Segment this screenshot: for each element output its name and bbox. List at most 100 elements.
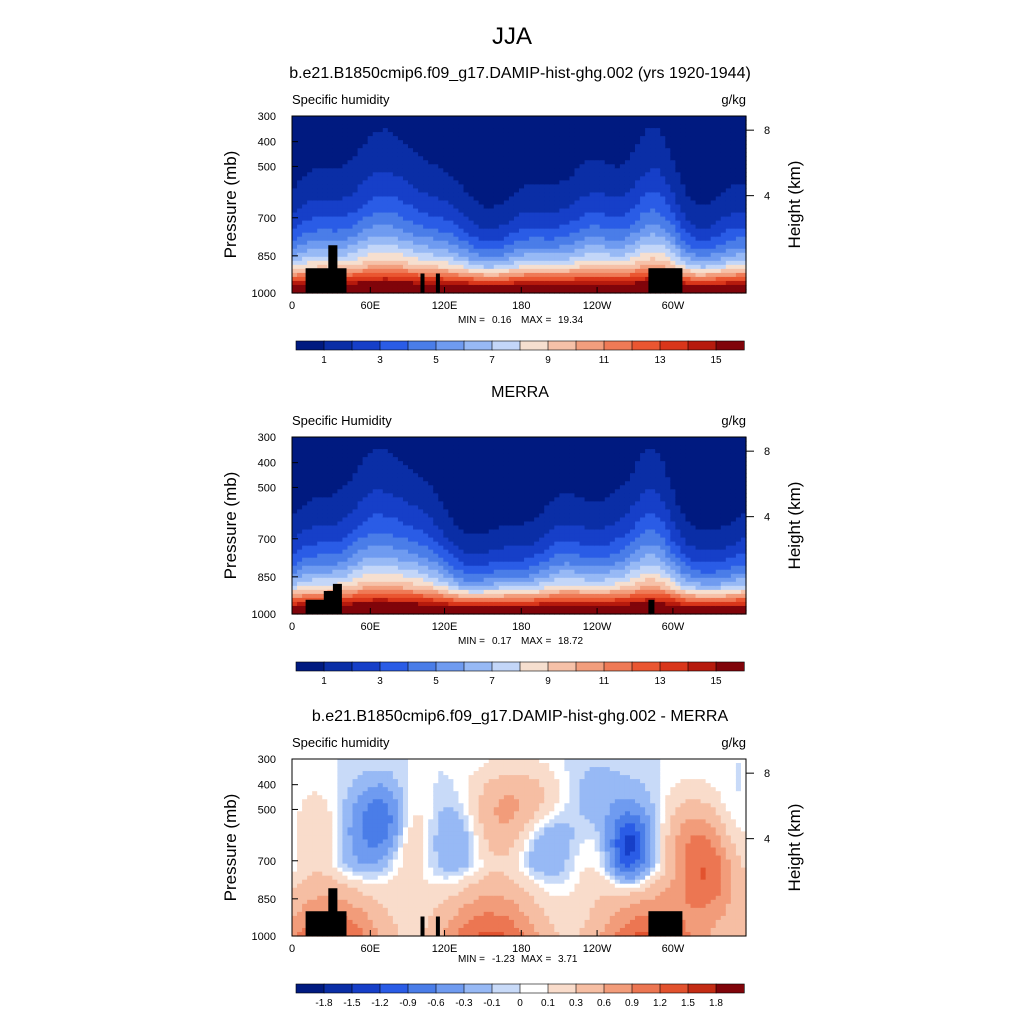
field-cell (357, 204, 364, 210)
field-cell (322, 120, 328, 125)
field-cell (599, 212, 606, 218)
field-cell (670, 260, 676, 266)
field-cell (327, 148, 333, 153)
field-cell (614, 260, 621, 266)
field-cell (438, 212, 444, 218)
field-cell (549, 172, 555, 177)
field-cell (529, 220, 535, 226)
field-cell (352, 553, 359, 559)
field-cell (544, 232, 550, 238)
field-cell (347, 489, 354, 494)
field-cell (473, 220, 480, 226)
field-cell (599, 132, 606, 137)
field-cell (735, 156, 742, 161)
field-cell (519, 220, 525, 226)
field-cell (534, 192, 540, 198)
field-cell (554, 240, 560, 246)
field-cell (312, 252, 318, 258)
field-cell (312, 228, 318, 234)
field-cell (624, 200, 631, 206)
field-cell (463, 280, 470, 286)
field-cell (458, 256, 465, 262)
field-cell (347, 136, 354, 141)
field-cell (635, 240, 641, 246)
field-cell (392, 553, 399, 559)
field-cell (327, 461, 333, 466)
field-cell (629, 116, 636, 121)
field-cell (312, 509, 318, 515)
field-cell (302, 284, 308, 290)
field-cell (468, 220, 475, 226)
field-cell (428, 204, 434, 210)
field-cell (498, 228, 505, 234)
field-cell (655, 248, 661, 254)
field-cell (377, 509, 384, 515)
field-cell (660, 156, 666, 161)
field-cell (342, 593, 349, 599)
field-cell (614, 164, 621, 169)
field-cell (725, 260, 732, 266)
field-cell (665, 188, 671, 194)
field-cell (307, 188, 313, 194)
field-cell (357, 609, 364, 615)
field-cell (554, 276, 560, 282)
field-cell (539, 216, 545, 222)
field-cell (685, 212, 692, 218)
field-cell (740, 132, 747, 137)
field-cell (594, 120, 601, 125)
field-cell (428, 232, 434, 238)
field-cell (529, 144, 535, 149)
field-cell (342, 497, 349, 502)
field-cell (292, 176, 298, 181)
field-cell (297, 184, 303, 190)
field-cell (609, 172, 616, 177)
field-cell (700, 180, 707, 185)
field-cell (483, 284, 490, 290)
field-cell (317, 533, 323, 539)
field-cell (594, 216, 601, 222)
field-cell (609, 196, 616, 202)
field-cell (357, 469, 364, 474)
field-cell (387, 597, 394, 603)
field-cell (402, 244, 409, 250)
field-cell (337, 469, 344, 474)
field-cell (423, 216, 429, 222)
field-cell (352, 256, 359, 262)
field-cell (448, 132, 455, 137)
field-cell (453, 244, 460, 250)
field-cell (493, 204, 500, 210)
field-cell (483, 252, 490, 258)
field-cell (609, 272, 616, 278)
field-cell (362, 208, 369, 214)
field-cell (438, 272, 444, 278)
field-cell (640, 204, 646, 210)
field-cell (660, 256, 666, 262)
field-cell (367, 204, 374, 210)
field-cell (397, 176, 404, 181)
field-cell (463, 168, 470, 173)
field-cell (387, 525, 394, 531)
field-cell (382, 457, 389, 462)
field-cell (392, 501, 399, 506)
field-cell (458, 204, 465, 210)
field-cell (322, 232, 328, 238)
field-cell (418, 216, 424, 222)
field-cell (297, 120, 303, 125)
field-cell (402, 236, 409, 242)
field-cell (685, 176, 692, 181)
field-cell (680, 268, 687, 274)
field-cell (534, 204, 540, 210)
field-cell (347, 152, 354, 157)
field-cell (387, 204, 394, 210)
field-cell (382, 501, 389, 506)
field-cell (685, 132, 692, 137)
field-cell (347, 601, 354, 607)
field-cell (614, 132, 621, 137)
field-cell (418, 180, 424, 185)
field-cell (347, 168, 354, 173)
field-cell (397, 593, 404, 599)
field-cell (624, 116, 631, 121)
field-cell (513, 136, 520, 141)
field-cell (458, 168, 465, 173)
field-cell (307, 184, 313, 190)
